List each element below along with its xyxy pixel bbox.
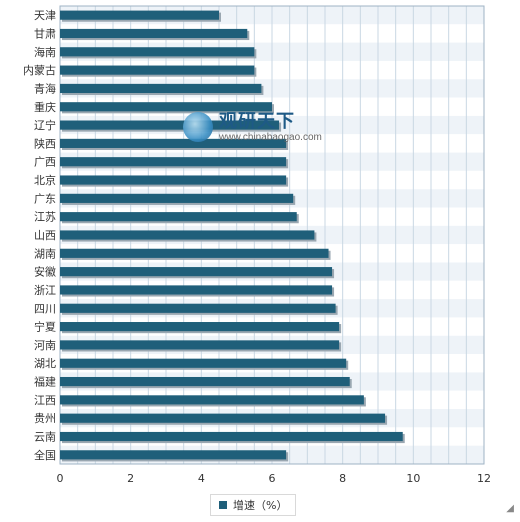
category-label: 湖北 — [34, 357, 56, 370]
bar — [60, 340, 340, 350]
category-label: 内蒙古 — [23, 63, 56, 77]
category-label: 云南 — [34, 431, 56, 444]
bar — [60, 102, 272, 112]
bar — [60, 431, 403, 442]
category-label: 辽宁 — [34, 118, 56, 132]
bar — [60, 267, 333, 277]
bar — [60, 138, 287, 148]
category-label: 广东 — [34, 192, 56, 205]
x-tick-label: 0 — [57, 472, 64, 485]
corner-mark: ◢ — [506, 503, 514, 514]
x-tick-label: 12 — [477, 472, 491, 485]
bar — [60, 10, 219, 20]
category-label: 青海 — [34, 81, 56, 95]
watermark-url: www.chinabaogao.com — [219, 131, 322, 143]
category-label: 江苏 — [34, 211, 56, 224]
bar — [60, 175, 287, 185]
category-label: 四川 — [34, 302, 56, 315]
watermark: 观研天下 www.chinabaogao.com — [183, 112, 322, 143]
x-tick-label: 4 — [198, 472, 205, 485]
category-label: 江西 — [34, 394, 56, 407]
watermark-title: 观研天下 — [219, 111, 295, 132]
x-tick-label: 6 — [269, 472, 276, 485]
category-label: 重庆 — [34, 100, 56, 114]
category-label: 贵州 — [34, 412, 56, 425]
bar — [60, 395, 364, 405]
x-tick-label: 10 — [406, 472, 420, 485]
bar — [60, 230, 315, 240]
bar — [60, 248, 329, 258]
bar — [60, 212, 297, 222]
category-label: 陕西 — [34, 136, 56, 150]
watermark-logo-icon — [183, 112, 213, 143]
category-label: 河南 — [34, 339, 56, 352]
bar — [60, 28, 248, 39]
bar — [60, 157, 287, 167]
bar — [60, 193, 294, 203]
legend-label: 增速（%） — [233, 499, 288, 512]
bar — [60, 413, 386, 423]
bar — [60, 358, 347, 368]
category-label: 天津 — [34, 9, 56, 22]
bar — [60, 83, 262, 94]
bar — [60, 47, 255, 57]
x-tick-label: 8 — [339, 472, 346, 485]
bar — [60, 450, 287, 460]
bar — [60, 120, 280, 130]
category-label: 山西 — [34, 229, 56, 242]
category-label: 宁夏 — [34, 320, 56, 334]
legend-swatch — [219, 501, 227, 509]
category-label: 福建 — [34, 375, 56, 389]
category-label: 浙江 — [34, 284, 56, 297]
chart-legend: 增速（%） — [210, 494, 297, 516]
category-label: 全国 — [34, 448, 56, 462]
bar — [60, 285, 333, 295]
category-label: 甘肃 — [34, 27, 56, 40]
category-label: 海南 — [34, 45, 56, 59]
category-label: 北京 — [34, 173, 56, 187]
bar — [60, 65, 255, 75]
bar — [60, 322, 340, 332]
x-tick-label: 2 — [127, 472, 134, 485]
category-label: 湖南 — [34, 247, 56, 260]
bar — [60, 303, 336, 313]
bar — [60, 376, 350, 387]
category-label: 安徽 — [34, 265, 56, 279]
category-label: 广西 — [34, 156, 56, 169]
